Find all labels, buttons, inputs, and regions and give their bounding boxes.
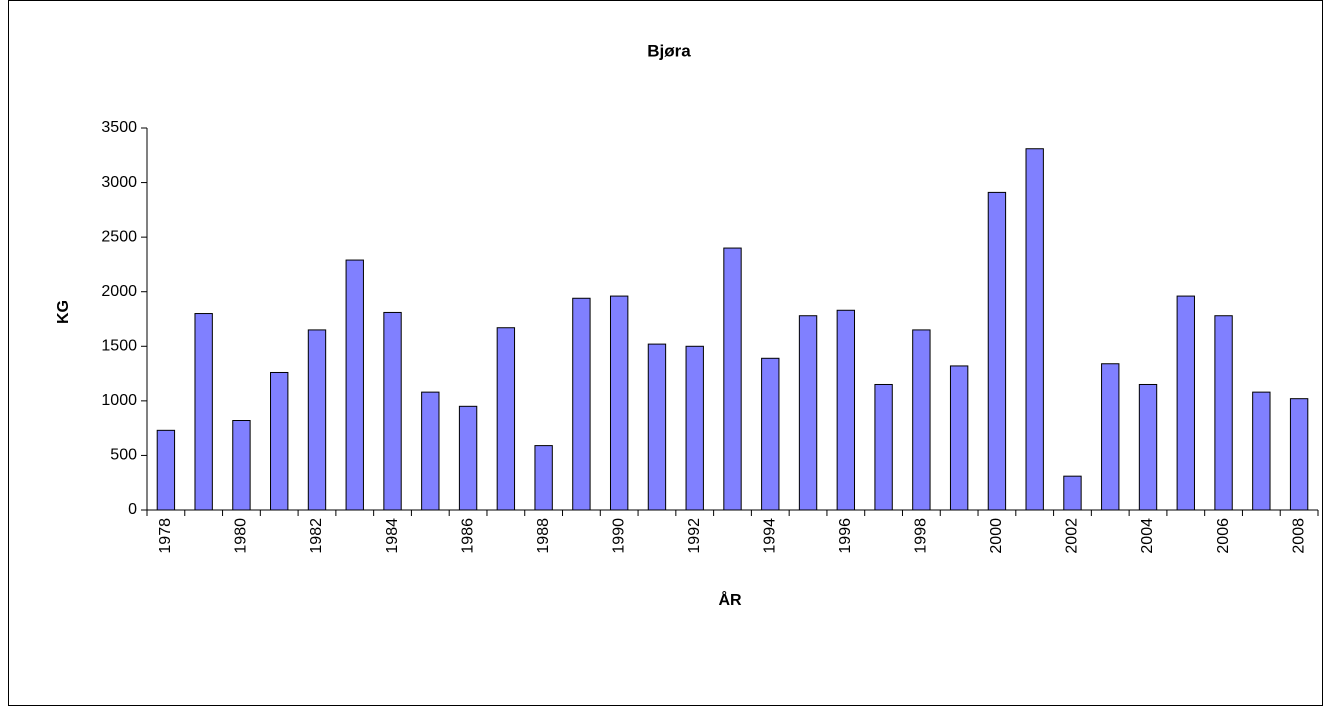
bar <box>345 259 364 511</box>
x-tick-label: 1982 <box>308 518 325 554</box>
bar <box>307 329 327 511</box>
x-tick-label: 1998 <box>913 518 930 554</box>
y-tick-label: 2500 <box>101 228 137 245</box>
x-tick-label: 1990 <box>610 518 627 554</box>
bar <box>723 247 742 511</box>
bar <box>1289 398 1309 511</box>
y-tick-label: 2000 <box>101 283 137 300</box>
bar <box>1025 148 1044 511</box>
y-tick-label: 500 <box>110 447 137 464</box>
x-tick-label: 2008 <box>1290 518 1307 554</box>
bar <box>1252 391 1271 511</box>
x-tick-label: 1994 <box>761 518 778 554</box>
bar <box>912 329 931 511</box>
y-tick-label: 1500 <box>101 338 137 355</box>
x-tick-label: 1980 <box>233 518 250 554</box>
bar <box>874 383 893 511</box>
x-tick-label: 1992 <box>686 518 703 554</box>
bar <box>383 311 402 511</box>
bar <box>232 420 251 511</box>
bar <box>270 371 289 511</box>
bar <box>572 297 591 511</box>
x-tick-label: 1988 <box>535 518 552 554</box>
bar <box>761 357 780 511</box>
x-tick-label: 2006 <box>1215 518 1232 554</box>
bar <box>609 295 629 511</box>
bar <box>1101 363 1120 511</box>
x-tick-label: 1984 <box>384 518 401 554</box>
bar <box>496 327 516 511</box>
bar <box>458 405 478 511</box>
bar <box>798 315 818 511</box>
x-tick-label: 1978 <box>157 518 174 554</box>
chart-title: Bjøra <box>647 41 691 60</box>
bar <box>1214 315 1233 511</box>
x-tick-label: 2002 <box>1064 518 1081 554</box>
x-axis-title: ÅR <box>718 590 742 609</box>
y-axis-title: KG <box>55 300 72 324</box>
y-tick-label: 1000 <box>101 392 137 409</box>
x-tick-label: 1996 <box>837 518 854 554</box>
bar <box>421 391 440 511</box>
bar <box>836 309 856 511</box>
bar <box>647 343 667 511</box>
bar <box>685 345 704 511</box>
y-tick-label: 3500 <box>101 119 137 136</box>
x-tick-label: 2000 <box>988 518 1005 554</box>
y-tick-label: 3000 <box>101 174 137 191</box>
bar <box>534 445 553 511</box>
bar <box>1176 295 1195 511</box>
bar <box>987 191 1007 511</box>
x-tick-label: 1986 <box>459 518 476 554</box>
bar <box>949 365 969 511</box>
bar <box>194 313 213 511</box>
y-tick-label: 0 <box>128 501 137 518</box>
bar <box>1138 383 1158 511</box>
bar <box>156 429 176 511</box>
x-tick-label: 2004 <box>1139 518 1156 554</box>
bar <box>1063 475 1082 511</box>
